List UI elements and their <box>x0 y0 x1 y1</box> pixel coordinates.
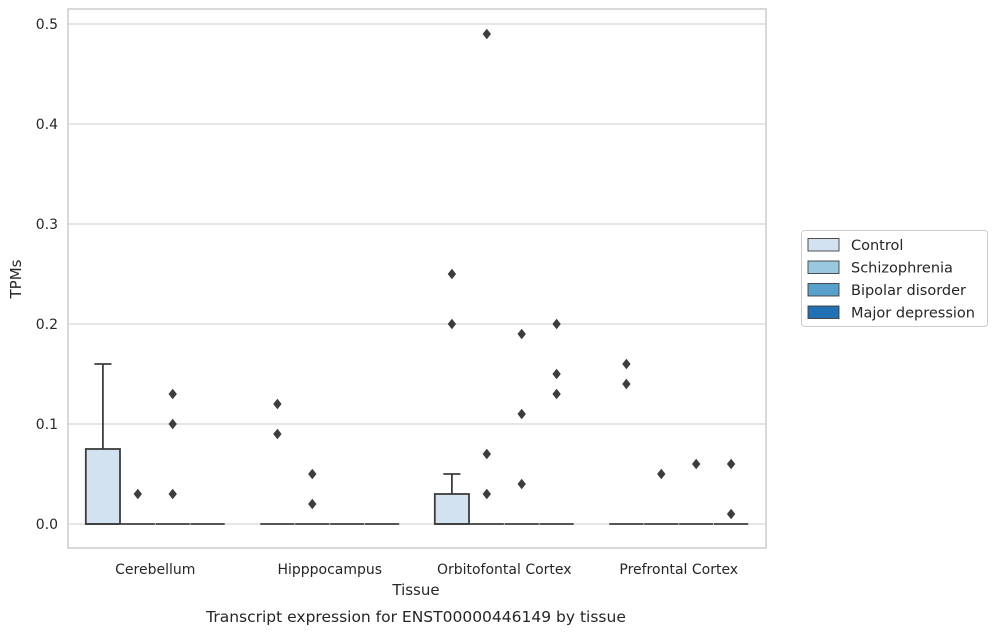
y-tick-label: 0.3 <box>36 217 58 233</box>
plot-frame <box>67 8 767 549</box>
box-plots <box>84 363 749 525</box>
legend-frame <box>801 230 988 327</box>
x-tick-label: Cerebellum <box>115 562 195 578</box>
plot-border <box>67 8 767 549</box>
legend-swatch <box>807 238 840 252</box>
legend-label: Schizophrenia <box>851 261 953 277</box>
outlier-point <box>482 28 491 40</box>
outlier-point <box>168 418 177 430</box>
legend-swatch <box>807 260 840 274</box>
x-tick-labels: Cerebellum Hipppocampus Orbitofontal Corte… <box>115 562 738 578</box>
outlier-point <box>308 468 317 480</box>
legend-label: Bipolar disorder <box>851 283 966 299</box>
legend-swatch <box>807 305 840 319</box>
y-tick-label: 0.2 <box>36 317 58 333</box>
x-tick-label: Prefrontal Cortex <box>619 562 738 578</box>
outlier-point <box>657 468 666 480</box>
outlier-point <box>692 458 701 470</box>
legend-label: Major depression <box>851 306 975 322</box>
outlier-point <box>447 268 457 280</box>
outlier-point <box>552 388 561 400</box>
outlier-point <box>273 398 282 410</box>
y-tick-labels: 0.0 0.1 0.2 0.3 0.4 0.5 <box>36 17 58 533</box>
outlier-point <box>168 488 177 500</box>
x-tick-label: Hipppocampus <box>277 562 382 578</box>
legend-swatch <box>807 283 840 297</box>
legend-label: Control <box>851 238 903 254</box>
outlier-point <box>482 448 491 460</box>
outlier-point <box>622 378 631 390</box>
legend: Control Schizophrenia Bipolar disorder Majo… <box>801 230 988 327</box>
y-tick-label: 0.0 <box>36 517 58 533</box>
outlier-markers <box>133 28 736 520</box>
y-axis-label: TPMs <box>7 259 25 299</box>
chart-caption: Transcript expression for ENST0000044614… <box>205 608 626 626</box>
box-body <box>433 493 470 525</box>
outlier-point <box>517 328 526 340</box>
x-axis-label: Tissue <box>391 581 439 599</box>
box-control <box>433 473 470 525</box>
box-control <box>84 363 121 525</box>
outlier-point <box>168 388 177 400</box>
y-tick-label: 0.1 <box>36 417 58 433</box>
outlier-point <box>552 318 561 330</box>
outlier-point <box>517 478 526 490</box>
outlier-point <box>552 368 561 380</box>
outlier-point <box>726 508 736 520</box>
outlier-point <box>133 488 142 500</box>
gridlines <box>68 23 766 525</box>
outlier-point <box>517 408 526 420</box>
y-tick-label: 0.5 <box>36 17 58 33</box>
box-body <box>84 448 121 525</box>
outlier-point <box>273 428 282 440</box>
x-tick-label: Orbitofontal Cortex <box>437 562 572 578</box>
outlier-point <box>622 358 631 370</box>
outlier-point <box>308 498 317 510</box>
outlier-point <box>726 458 736 470</box>
y-tick-label: 0.4 <box>36 117 58 133</box>
outlier-point <box>482 488 491 500</box>
outlier-point <box>447 318 457 330</box>
